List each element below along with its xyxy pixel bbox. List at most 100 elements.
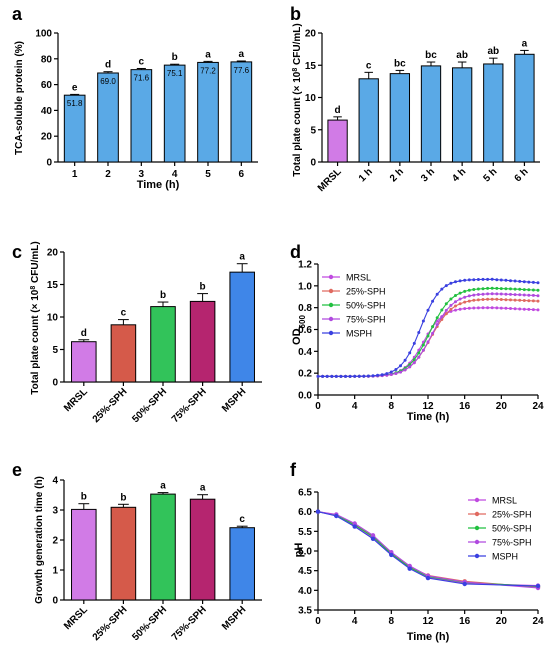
legend-label: MSPH [492, 552, 518, 562]
data-point [344, 374, 347, 378]
data-point [440, 287, 444, 291]
panel-label-c: c [12, 242, 22, 262]
panel-label-f: f [290, 460, 297, 480]
x-axis-title: Time (h) [407, 411, 450, 423]
data-point [472, 288, 476, 291]
y-axis-title: Total plate count (× 108 CFU/mL) [30, 241, 42, 394]
data-point [527, 299, 531, 303]
x-tick-label: 24 [532, 616, 544, 627]
legend-entry: 75%-SPH [322, 315, 386, 325]
significance-letter: d [335, 105, 341, 116]
data-point [449, 307, 453, 311]
significance-letter: a [160, 481, 166, 492]
data-point [370, 536, 376, 541]
bar [358, 78, 379, 163]
bar [130, 69, 153, 163]
significance-letter: a [522, 38, 528, 49]
bar [110, 324, 137, 383]
x-tick-label: 24 [532, 401, 544, 412]
data-point [467, 288, 471, 292]
data-point [476, 278, 480, 281]
data-point [421, 343, 425, 347]
data-point [463, 300, 467, 304]
data-point [389, 373, 393, 376]
legend-entry: 25%-SPH [322, 287, 386, 297]
data-point [499, 292, 503, 296]
y-tick-label: 0.8 [298, 303, 312, 314]
data-point [509, 307, 512, 310]
data-point [352, 524, 357, 529]
data-point [334, 513, 339, 519]
significance-letter: d [105, 60, 111, 71]
y-tick-label: 3.5 [298, 606, 312, 617]
data-point [444, 308, 448, 312]
data-point [522, 307, 526, 311]
data-point [518, 307, 522, 311]
y-tick-label: 4 [52, 476, 58, 487]
y-tick-label: 0 [52, 378, 58, 389]
panel-label-d: d [290, 242, 301, 262]
data-point [412, 358, 416, 362]
data-point [403, 358, 407, 362]
data-point [399, 370, 402, 374]
bar [150, 493, 176, 601]
y-tick-label: 20 [47, 248, 59, 259]
data-point [504, 278, 508, 282]
data-point [454, 308, 457, 312]
bar-value-label: 69.0 [100, 77, 116, 86]
legend-marker [328, 330, 334, 336]
data-point [463, 307, 467, 311]
data-point [481, 292, 485, 296]
bar [97, 72, 119, 163]
y-tick-label: 0.4 [298, 347, 312, 358]
x-tick-label: 75%-SPH [170, 604, 209, 643]
data-point [463, 278, 467, 282]
y-tick-label: 0.0 [298, 391, 312, 402]
data-point [425, 575, 431, 581]
y-axis-title: TCA-soluble protein (%) [14, 41, 25, 155]
y-tick-label: 10 [305, 93, 317, 104]
y-tick-label: 40 [41, 106, 53, 117]
data-point [531, 299, 535, 303]
data-point [531, 293, 535, 297]
data-point [435, 323, 439, 327]
legend-marker [474, 553, 480, 559]
data-point [462, 581, 467, 587]
data-point [476, 293, 480, 296]
data-point [371, 374, 375, 378]
significance-letter: c [139, 56, 145, 67]
legend-label: 25%-SPH [492, 510, 532, 520]
y-tick-label: 4.5 [298, 566, 312, 577]
y-tick-label: 10 [47, 313, 59, 324]
panel-label-e: e [12, 460, 22, 480]
legend-entry: 75%-SPH [468, 538, 532, 548]
data-point [535, 583, 541, 589]
bar [71, 341, 97, 383]
significance-letter: a [239, 49, 245, 60]
x-tick-label: 2 h [388, 166, 406, 184]
y-tick-label: 0.6 [298, 325, 312, 336]
data-point [408, 365, 412, 369]
data-point [454, 280, 457, 284]
x-tick-label: 12 [422, 616, 434, 627]
data-point [408, 363, 412, 367]
data-point [362, 374, 366, 378]
data-point [522, 299, 526, 302]
data-point [467, 306, 471, 310]
data-point [486, 277, 490, 281]
data-point [385, 372, 389, 376]
data-point [421, 348, 425, 352]
legend-label: 25%-SPH [346, 287, 386, 297]
data-point [431, 331, 435, 335]
x-tick-label: 3 h [419, 166, 437, 184]
data-point [467, 294, 471, 298]
x-axis-title: Time (h) [137, 179, 180, 191]
data-point [454, 300, 457, 304]
data-point [536, 299, 540, 303]
x-tick-label: 20 [496, 401, 508, 412]
data-point [458, 297, 462, 301]
data-point [417, 355, 421, 359]
data-point [509, 292, 512, 296]
y-tick-label: 6.5 [298, 488, 312, 499]
